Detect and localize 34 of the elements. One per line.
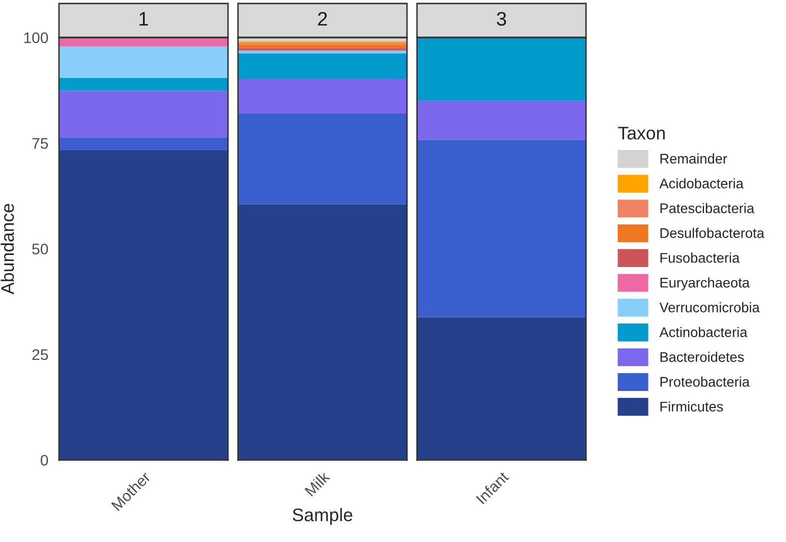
legend-label: Desulfobacterota bbox=[660, 228, 764, 238]
y-tick-label: 75 bbox=[32, 138, 48, 149]
bar bbox=[59, 78, 228, 91]
chart-title: 1 bbox=[140, 12, 148, 26]
legend-label: Remainder bbox=[660, 153, 728, 164]
bar bbox=[238, 114, 407, 204]
chart-title: 2 bbox=[318, 12, 327, 26]
bar bbox=[238, 44, 407, 48]
bar bbox=[59, 46, 228, 78]
x-axis-title: Sample bbox=[292, 508, 352, 525]
y-tick-label: 100 bbox=[24, 32, 48, 44]
y-tick-label: 50 bbox=[32, 244, 48, 254]
legend-title: Taxon bbox=[618, 126, 665, 140]
bar bbox=[417, 100, 586, 140]
x-tick-label: Milk bbox=[304, 470, 330, 497]
bar bbox=[238, 54, 407, 78]
bar bbox=[59, 138, 228, 150]
legend-label: Patescibacteria bbox=[660, 202, 754, 214]
legend-label: Firmicutes bbox=[660, 401, 723, 412]
y-tick-label: 0 bbox=[40, 454, 48, 466]
legend-label: Verrucomicrobia bbox=[659, 302, 760, 312]
chart-title: 3 bbox=[496, 12, 506, 26]
y-axis-title: Abundance bbox=[0, 204, 14, 294]
legend-label: Acidobacteria bbox=[659, 178, 744, 188]
y-tick-label: 25 bbox=[32, 349, 48, 360]
legend-label: Actinobacteria bbox=[659, 326, 748, 338]
bar bbox=[238, 51, 407, 54]
legend-label: Bacteroidetes bbox=[660, 352, 744, 362]
bar bbox=[59, 90, 228, 138]
bar bbox=[417, 140, 586, 318]
legend-label: Euryarchaeota bbox=[660, 277, 750, 290]
legend-label: Fusobacteria bbox=[660, 252, 740, 263]
bar bbox=[238, 78, 407, 114]
legend-label: Proteobacteria bbox=[660, 376, 750, 387]
